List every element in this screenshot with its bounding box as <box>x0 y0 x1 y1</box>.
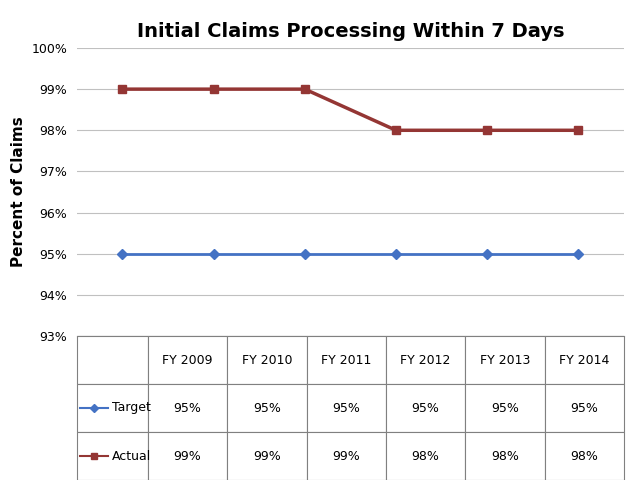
FancyBboxPatch shape <box>77 384 148 432</box>
Text: 95%: 95% <box>173 401 202 415</box>
FancyBboxPatch shape <box>386 336 465 384</box>
Text: 95%: 95% <box>253 401 281 415</box>
FancyBboxPatch shape <box>148 432 227 480</box>
Text: 95%: 95% <box>491 401 519 415</box>
FancyBboxPatch shape <box>545 384 624 432</box>
FancyBboxPatch shape <box>307 384 386 432</box>
FancyBboxPatch shape <box>307 336 386 384</box>
Text: FY 2010: FY 2010 <box>242 353 292 367</box>
Text: 95%: 95% <box>570 401 598 415</box>
Title: Initial Claims Processing Within 7 Days: Initial Claims Processing Within 7 Days <box>137 22 564 41</box>
Text: FY 2011: FY 2011 <box>321 353 371 367</box>
FancyBboxPatch shape <box>386 384 465 432</box>
FancyBboxPatch shape <box>545 336 624 384</box>
FancyBboxPatch shape <box>307 432 386 480</box>
Text: Target: Target <box>113 401 151 415</box>
FancyBboxPatch shape <box>77 432 148 480</box>
Text: 98%: 98% <box>412 449 440 463</box>
Text: 99%: 99% <box>253 449 281 463</box>
FancyBboxPatch shape <box>465 432 545 480</box>
Text: FY 2009: FY 2009 <box>163 353 213 367</box>
Text: Actual: Actual <box>113 449 152 463</box>
Y-axis label: Percent of Claims: Percent of Claims <box>11 117 26 267</box>
FancyBboxPatch shape <box>227 432 307 480</box>
FancyBboxPatch shape <box>77 336 148 384</box>
Text: 98%: 98% <box>491 449 519 463</box>
Text: 95%: 95% <box>332 401 360 415</box>
FancyBboxPatch shape <box>148 336 227 384</box>
Text: FY 2012: FY 2012 <box>401 353 451 367</box>
FancyBboxPatch shape <box>148 384 227 432</box>
FancyBboxPatch shape <box>227 384 307 432</box>
FancyBboxPatch shape <box>545 432 624 480</box>
FancyBboxPatch shape <box>465 336 545 384</box>
FancyBboxPatch shape <box>465 384 545 432</box>
Text: 99%: 99% <box>332 449 360 463</box>
Text: 98%: 98% <box>570 449 598 463</box>
Text: FY 2013: FY 2013 <box>480 353 530 367</box>
FancyBboxPatch shape <box>227 336 307 384</box>
Text: FY 2014: FY 2014 <box>559 353 609 367</box>
Text: 95%: 95% <box>412 401 440 415</box>
Text: 99%: 99% <box>173 449 202 463</box>
FancyBboxPatch shape <box>386 432 465 480</box>
